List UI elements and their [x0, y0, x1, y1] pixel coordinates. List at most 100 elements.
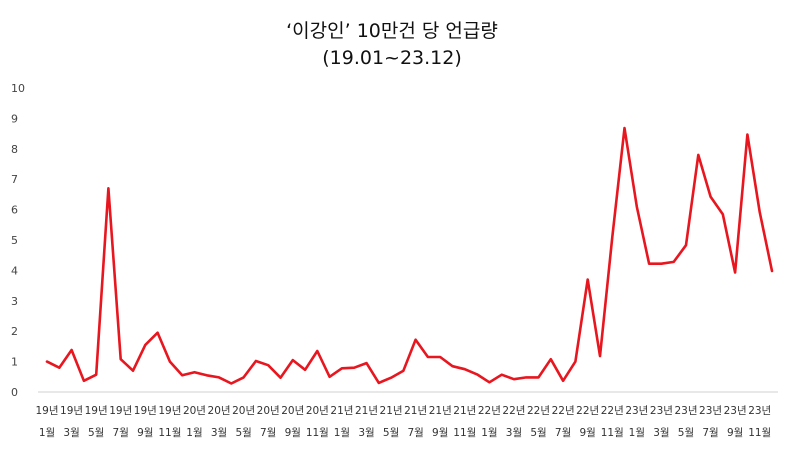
y-tick-label: 6: [11, 204, 18, 217]
x-tick-year: 21년: [453, 405, 476, 417]
y-tick-labels: 0 1 2 3 4 5 6 7 8 9 10: [11, 82, 25, 399]
x-tick-label: 23년 3월: [650, 405, 673, 439]
x-tick-year: 20년: [183, 405, 206, 417]
x-tick-year: 20년: [306, 405, 329, 417]
x-tick-label: 20년 7월: [257, 405, 280, 439]
series-line-group: [45, 126, 774, 385]
x-tick-month: 1월: [334, 427, 350, 439]
x-tick-month: 1월: [629, 427, 645, 439]
x-tick-month: 3월: [211, 427, 227, 439]
x-tick-label: 21년 5월: [380, 405, 403, 439]
x-tick-month: 5월: [383, 427, 399, 439]
x-tick-year: 20년: [257, 405, 280, 417]
x-tick-label: 23년 7월: [699, 405, 722, 439]
x-tick-year: 22년: [527, 405, 550, 417]
x-tick-label: 19년 7월: [109, 405, 132, 439]
x-tick-label: 22년 9월: [576, 405, 599, 439]
x-tick-label: 22년 1월: [478, 405, 501, 439]
x-tick-label: 20년 5월: [232, 405, 255, 439]
x-tick-year: 23년: [699, 405, 722, 417]
x-tick-year: 23년: [674, 405, 697, 417]
x-tick-label: 19년 1월: [35, 405, 58, 439]
x-tick-month: 9월: [137, 427, 153, 439]
x-tick-label: 22년 7월: [552, 405, 575, 439]
x-tick-year: 23년: [724, 405, 747, 417]
x-tick-month: 5월: [88, 427, 104, 439]
x-tick-label: 19년 5월: [85, 405, 108, 439]
x-tick-label: 20년 3월: [208, 405, 231, 439]
x-tick-year: 23년: [625, 405, 648, 417]
x-tick-month: 1월: [186, 427, 202, 439]
x-tick-year: 19년: [109, 405, 132, 417]
x-tick-label: 21년 7월: [404, 405, 427, 439]
x-tick-month: 5월: [530, 427, 546, 439]
y-tick-label: 5: [11, 234, 18, 247]
x-tick-label: 19년 3월: [60, 405, 83, 439]
x-tick-label: 22년 5월: [527, 405, 550, 439]
chart-title: ‘이강인’ 10만건 당 언급량: [286, 20, 498, 42]
y-tick-label: 7: [11, 173, 18, 186]
x-tick-label: 20년 9월: [281, 405, 304, 439]
x-tick-month: 11월: [306, 427, 329, 439]
x-tick-label: 20년 1월: [183, 405, 206, 439]
chart-subtitle: (19.01~23.12): [322, 47, 462, 69]
y-tick-label: 1: [11, 356, 18, 369]
x-tick-label: 20년 11월: [306, 405, 329, 439]
x-tick-month: 5월: [235, 427, 251, 439]
x-tick-year: 21년: [355, 405, 378, 417]
x-tick-year: 20년: [232, 405, 255, 417]
x-tick-label: 23년 9월: [724, 405, 747, 439]
x-tick-year: 19년: [134, 405, 157, 417]
x-tick-month: 5월: [678, 427, 694, 439]
x-tick-label: 21년 11월: [453, 405, 476, 439]
x-tick-year: 19년: [60, 405, 83, 417]
x-tick-year: 22년: [576, 405, 599, 417]
x-tick-month: 3월: [63, 427, 79, 439]
x-tick-month: 9월: [285, 427, 301, 439]
x-tick-month: 11월: [748, 427, 771, 439]
x-tick-year: 19년: [158, 405, 181, 417]
x-tick-label: 21년 3월: [355, 405, 378, 439]
x-tick-year: 19년: [85, 405, 108, 417]
x-tick-month: 11월: [601, 427, 624, 439]
x-tick-label: 22년 11월: [601, 405, 624, 439]
x-tick-month: 1월: [39, 427, 55, 439]
x-tick-month: 3월: [506, 427, 522, 439]
x-tick-month: 7월: [702, 427, 718, 439]
x-tick-month: 7월: [555, 427, 571, 439]
x-tick-year: 20년: [281, 405, 304, 417]
x-tick-year: 21년: [380, 405, 403, 417]
y-tick-label: 10: [11, 82, 25, 95]
y-tick-label: 4: [11, 264, 18, 277]
x-tick-year: 21년: [330, 405, 353, 417]
x-tick-month: 9월: [580, 427, 596, 439]
y-tick-label: 0: [11, 386, 18, 399]
x-tick-year: 22년: [502, 405, 525, 417]
y-tick-label: 3: [11, 295, 18, 308]
x-tick-month: 1월: [481, 427, 497, 439]
x-tick-year: 22년: [552, 405, 575, 417]
x-tick-year: 22년: [601, 405, 624, 417]
x-tick-year: 19년: [35, 405, 58, 417]
x-tick-year: 23년: [748, 405, 771, 417]
x-tick-label: 23년 1월: [625, 405, 648, 439]
x-tick-year: 20년: [208, 405, 231, 417]
x-tick-month: 3월: [358, 427, 374, 439]
x-tick-month: 3월: [653, 427, 669, 439]
y-tick-label: 8: [11, 143, 18, 156]
x-tick-year: 22년: [478, 405, 501, 417]
x-tick-label: 21년 1월: [330, 405, 353, 439]
x-tick-year: 23년: [650, 405, 673, 417]
x-tick-month: 7월: [113, 427, 129, 439]
x-tick-label: 19년 9월: [134, 405, 157, 439]
x-tick-year: 21년: [404, 405, 427, 417]
x-tick-month: 9월: [727, 427, 743, 439]
x-tick-label: 23년 11월: [748, 405, 771, 439]
x-tick-month: 7월: [260, 427, 276, 439]
x-tick-label: 22년 3월: [502, 405, 525, 439]
y-tick-label: 9: [11, 112, 18, 125]
x-tick-year: 21년: [429, 405, 452, 417]
x-tick-month: 7월: [407, 427, 423, 439]
x-tick-month: 11월: [158, 427, 181, 439]
